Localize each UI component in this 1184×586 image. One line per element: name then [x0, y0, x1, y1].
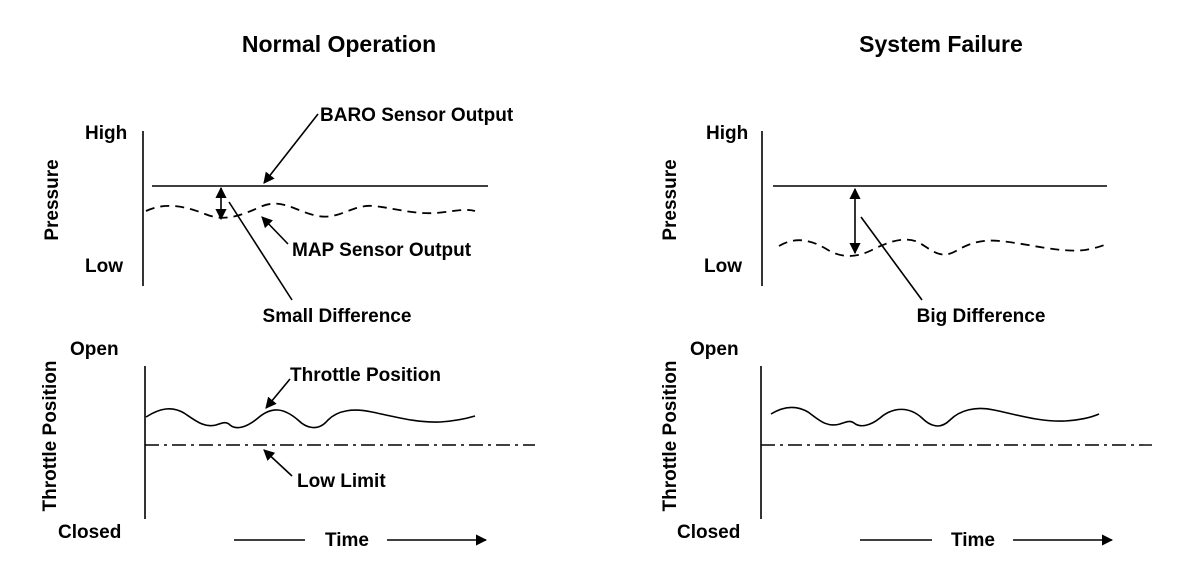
right-time-axis: Time — [860, 530, 1114, 551]
left-throttle-pointer — [265, 378, 291, 409]
right-pressure-high-label: High — [706, 123, 748, 144]
left-time-axis: Time — [234, 530, 488, 551]
right-map-line — [778, 238, 1108, 257]
left-pressure-chart: High Low Pressure BARO Sensor Output MAP… — [42, 105, 514, 327]
right-throttle-chart: Open Closed Throttle Position — [660, 339, 1152, 543]
left-panel: Normal Operation High Low Pressure BARO … — [40, 31, 535, 551]
left-low-limit-label: Low Limit — [297, 471, 386, 492]
left-throttle-closed-label: Closed — [58, 522, 121, 543]
right-panel-title: System Failure — [859, 31, 1023, 57]
right-difference-pointer — [860, 216, 923, 301]
right-panel: System Failure High Low Pressure Big Dif… — [660, 31, 1152, 551]
right-pressure-chart: High Low Pressure Big Difference — [660, 123, 1108, 327]
left-throttle-chart: Open Closed Throttle Position Throttle P… — [40, 339, 535, 543]
left-throttle-label: Throttle Position — [290, 365, 441, 386]
left-baro-pointer — [263, 113, 319, 184]
right-pressure-low-label: Low — [704, 256, 742, 277]
left-throttle-line — [145, 408, 476, 429]
right-throttle-line — [770, 406, 1100, 427]
left-pressure-low-label: Low — [85, 256, 123, 277]
right-time-label: Time — [951, 530, 995, 551]
left-low-limit-pointer — [263, 449, 293, 477]
left-difference-label: Small Difference — [263, 306, 412, 327]
right-difference-label: Big Difference — [917, 306, 1046, 327]
right-throttle-open-label: Open — [690, 339, 739, 360]
left-map-label: MAP Sensor Output — [292, 240, 472, 261]
left-panel-title: Normal Operation — [242, 31, 436, 57]
left-time-label: Time — [325, 530, 369, 551]
left-pressure-high-label: High — [85, 123, 127, 144]
left-pressure-axis-label: Pressure — [42, 159, 63, 240]
left-throttle-axis-label: Throttle Position — [40, 361, 61, 512]
left-baro-label: BARO Sensor Output — [320, 105, 514, 126]
left-map-pointer — [261, 216, 289, 245]
right-pressure-axis-label: Pressure — [660, 159, 681, 240]
left-difference-pointer — [228, 201, 293, 301]
right-throttle-closed-label: Closed — [677, 522, 740, 543]
left-throttle-open-label: Open — [70, 339, 119, 360]
right-throttle-axis-label: Throttle Position — [660, 361, 681, 512]
left-map-line — [145, 202, 476, 219]
